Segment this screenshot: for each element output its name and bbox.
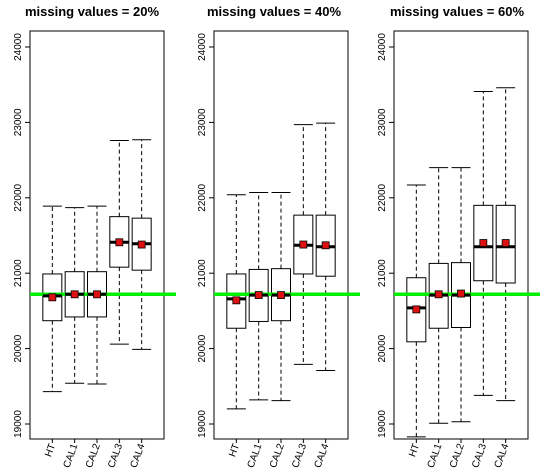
y-tick-label: 20000 — [197, 334, 208, 362]
panel-title: missing values = 60% — [390, 4, 524, 19]
mean-marker — [434, 290, 443, 299]
panel-title: missing values = 40% — [207, 4, 341, 19]
mean-marker — [277, 291, 285, 299]
x-tick-label: CAL1 — [426, 442, 445, 468]
y-tick-label: 19000 — [197, 410, 208, 438]
x-tick-label: CAL4 — [493, 442, 512, 468]
x-tick-label: CAL3 — [290, 442, 309, 468]
y-tick-label: 22000 — [377, 183, 388, 211]
y-tick-label: 23000 — [197, 108, 208, 136]
x-tick-label: CAL2 — [84, 442, 103, 468]
mean-marker — [412, 305, 421, 314]
y-tick-label: 23000 — [377, 108, 388, 136]
y-tick-label: 24000 — [13, 33, 24, 61]
y-tick-label: 21000 — [13, 259, 24, 287]
y-tick-label: 19000 — [377, 410, 388, 438]
mean-marker — [93, 290, 101, 299]
x-tick-label: HT — [407, 442, 422, 458]
boxplot-panel-3: missing values = 60% 19000 20000 21000 22000… — [377, 4, 540, 470]
mean-marker — [115, 238, 124, 247]
y-tick-label: 21000 — [377, 259, 388, 287]
x-tick-label: HT — [43, 442, 58, 458]
y-tick-label: 20000 — [13, 334, 24, 362]
mean-marker — [254, 291, 263, 299]
x-tick-label: CAL4 — [129, 442, 148, 468]
x-tick-label: CAL1 — [62, 442, 81, 468]
y-tick-label: 19000 — [13, 410, 24, 438]
x-tick-label: CAL2 — [448, 442, 467, 468]
y-tick-label: 22000 — [197, 183, 208, 211]
x-tick-label: CAL2 — [268, 442, 287, 468]
panel-title: missing values = 20% — [25, 4, 159, 19]
boxplot-panel-2: missing values = 40% 19000 20000 21000 22000… — [197, 4, 360, 470]
y-tick-label: 24000 — [377, 33, 388, 61]
x-tick-label: CAL3 — [470, 442, 489, 468]
mean-marker — [479, 239, 488, 247]
mean-marker — [232, 296, 241, 305]
y-tick-label: 22000 — [13, 183, 24, 211]
x-tick-label: CAL1 — [246, 442, 265, 468]
mean-marker — [299, 240, 308, 249]
boxplot-panel-1: missing values = 20% 19000 20000 21000 22000… — [13, 4, 176, 470]
mean-marker — [501, 239, 510, 247]
x-tick-label: CAL4 — [313, 442, 332, 468]
mean-marker — [457, 289, 465, 298]
mean-marker — [70, 290, 79, 299]
y-tick-label: 23000 — [13, 108, 24, 136]
x-tick-label: CAL3 — [106, 442, 125, 468]
mean-marker — [48, 293, 57, 302]
y-tick-label: 24000 — [197, 33, 208, 61]
mean-marker — [321, 241, 330, 250]
y-tick-label: 20000 — [377, 334, 388, 362]
mean-marker — [137, 240, 146, 249]
x-tick-label: HT — [227, 442, 242, 458]
y-tick-label: 21000 — [197, 259, 208, 287]
